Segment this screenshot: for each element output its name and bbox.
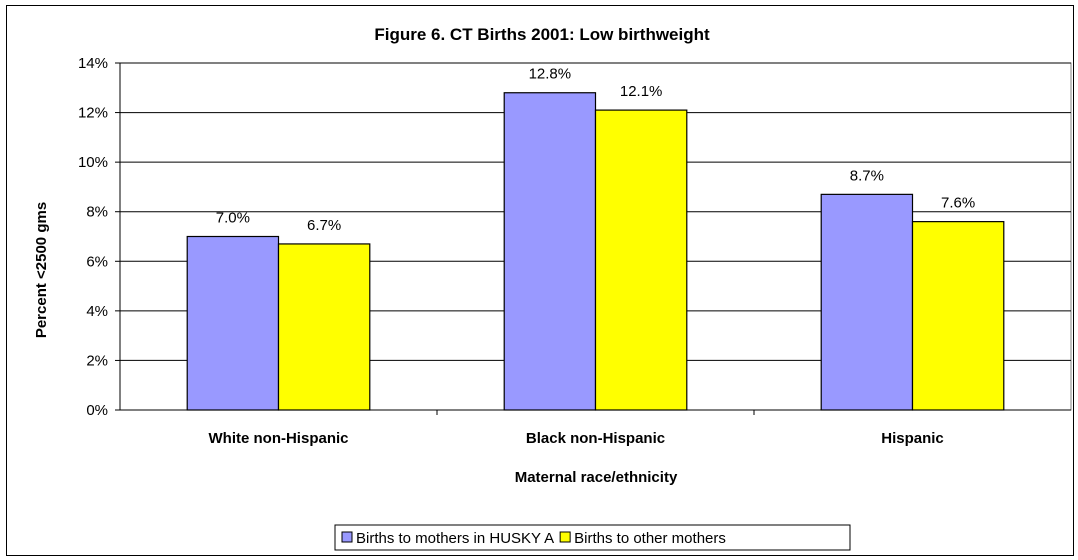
data-label: 8.7% bbox=[850, 167, 884, 184]
y-axis-title: Percent <2500 gms bbox=[33, 202, 50, 338]
legend-swatch bbox=[341, 531, 353, 543]
legend-label: Births to other mothers bbox=[574, 530, 726, 547]
y-tick-label: 0% bbox=[86, 402, 108, 419]
data-label: 7.6% bbox=[941, 195, 975, 212]
chart-title: Figure 6. CT Births 2001: Low birthweigh… bbox=[374, 25, 710, 44]
legend-label: Births to mothers in HUSKY A bbox=[356, 530, 554, 547]
x-category-label: Hispanic bbox=[881, 430, 944, 447]
data-label: 12.8% bbox=[529, 66, 572, 83]
bar bbox=[186, 235, 280, 411]
y-tick-label: 2% bbox=[86, 352, 108, 369]
y-tick-label: 8% bbox=[86, 204, 108, 221]
legend: Births to mothers in HUSKY A Births to ot… bbox=[334, 524, 851, 551]
data-label: 7.0% bbox=[216, 210, 250, 227]
y-tick-label: 12% bbox=[78, 105, 108, 122]
y-tick-label: 14% bbox=[78, 55, 108, 72]
y-tick-label: 6% bbox=[86, 253, 108, 270]
data-label: 12.1% bbox=[620, 83, 663, 100]
bar bbox=[503, 92, 597, 411]
y-tick-label: 4% bbox=[86, 303, 108, 320]
bar bbox=[911, 221, 1005, 411]
bar bbox=[820, 193, 914, 411]
legend-swatch bbox=[559, 531, 571, 543]
data-label: 6.7% bbox=[307, 217, 341, 234]
axes: 0% 2% 4% 6% 8% 10% 12% 14% bbox=[78, 55, 1071, 419]
x-axis-title: Maternal race/ethnicity bbox=[515, 469, 678, 486]
x-category-label: Black non-Hispanic bbox=[526, 430, 665, 447]
bars bbox=[186, 92, 1005, 411]
y-tick-label: 10% bbox=[78, 154, 108, 171]
bar bbox=[277, 243, 371, 411]
x-category-label: White non-Hispanic bbox=[209, 430, 349, 447]
labels: White non-Hispanic 7.0% 6.7% Black non-Hisp… bbox=[209, 66, 976, 447]
bar bbox=[594, 109, 688, 411]
legend-box bbox=[334, 524, 851, 551]
